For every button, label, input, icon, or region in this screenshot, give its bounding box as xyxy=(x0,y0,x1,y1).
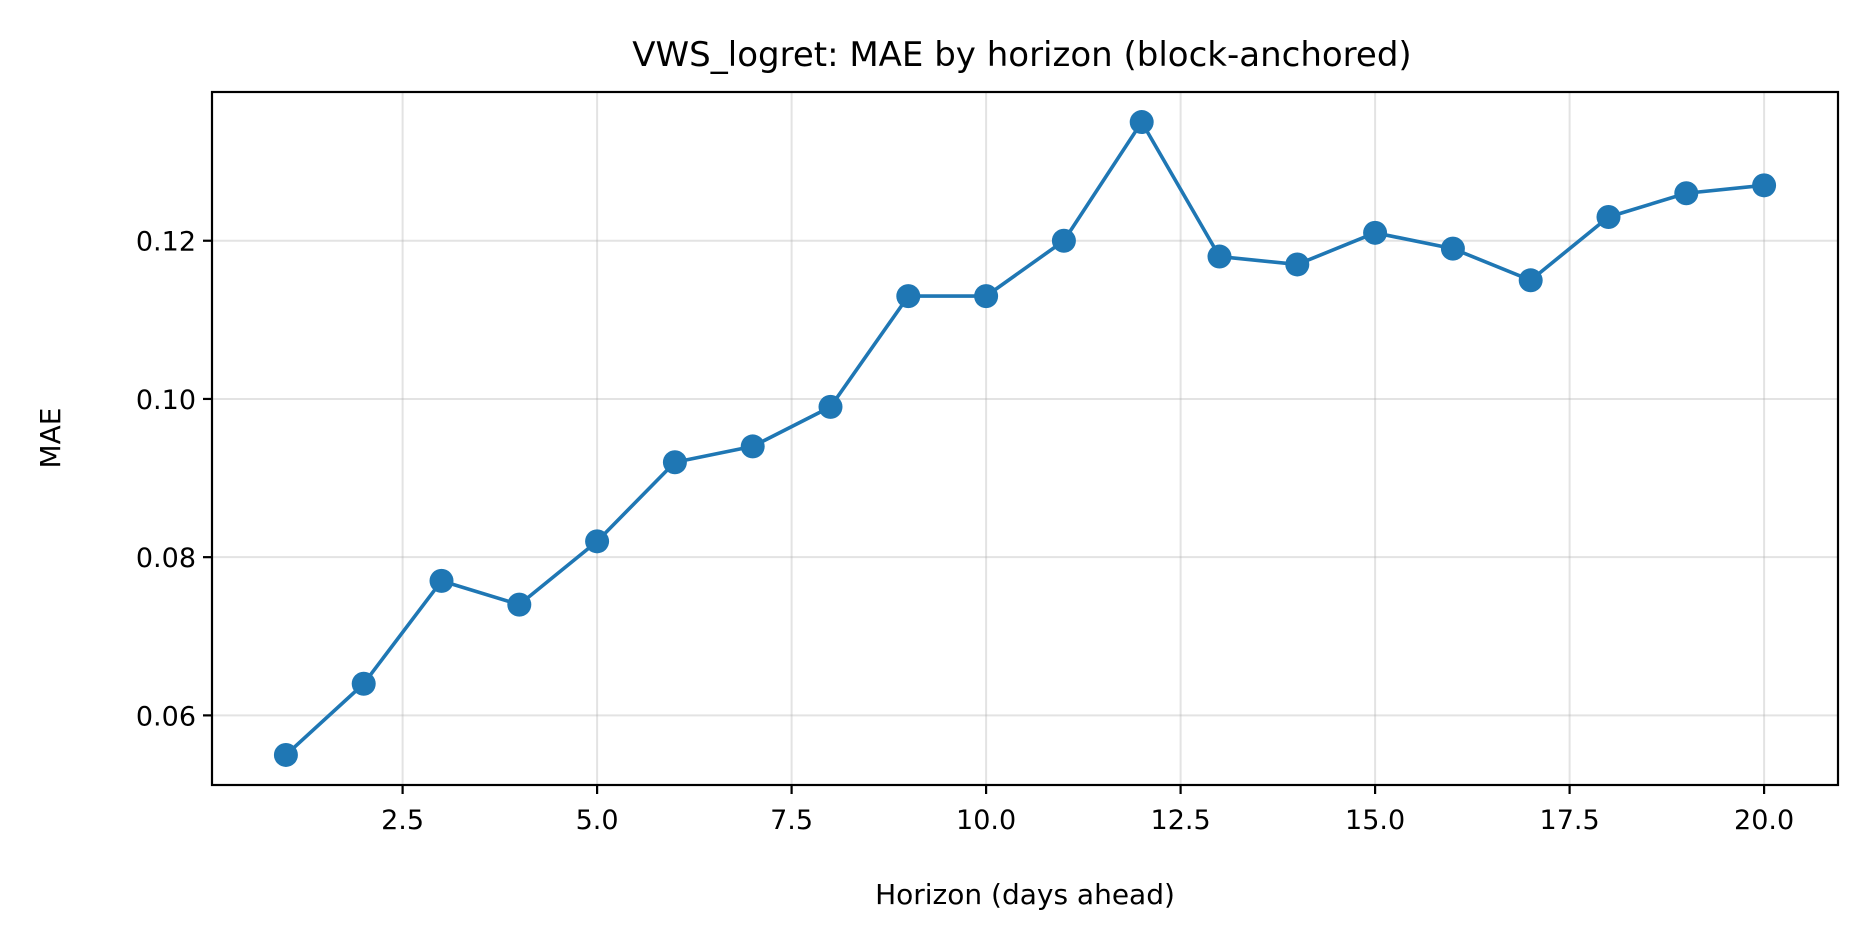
plot-frame xyxy=(210,90,1840,787)
data-point xyxy=(1596,204,1621,229)
x-tick-label: 5.0 xyxy=(576,805,619,836)
series-layer xyxy=(273,110,1777,767)
data-point xyxy=(507,592,532,617)
data-point xyxy=(1752,173,1777,198)
y-tick-label: 0.12 xyxy=(136,227,196,258)
x-tick-label: 2.5 xyxy=(381,805,424,836)
data-point xyxy=(429,568,454,593)
x-tick-label: 17.5 xyxy=(1540,805,1600,836)
x-tick-label: 10.0 xyxy=(956,805,1016,836)
x-tick-label: 7.5 xyxy=(770,805,813,836)
data-point xyxy=(1674,181,1699,206)
data-point xyxy=(1518,268,1543,293)
data-point xyxy=(1207,244,1232,269)
y-tick-label: 0.06 xyxy=(136,701,196,732)
data-point xyxy=(740,434,765,459)
y-tick-label: 0.08 xyxy=(136,543,196,574)
data-point xyxy=(974,284,999,309)
y-tick-label: 0.10 xyxy=(136,385,196,416)
grid-layer xyxy=(212,92,1838,785)
x-tick-label: 20.0 xyxy=(1734,805,1794,836)
chart-title: VWS_logret: MAE by horizon (block-anchor… xyxy=(632,35,1411,75)
x-tick-label: 12.5 xyxy=(1151,805,1211,836)
x-axis-label: Horizon (days ahead) xyxy=(875,878,1175,911)
data-point xyxy=(273,742,298,767)
y-axis: 0.06 0.08 0.10 0.12 xyxy=(136,227,212,732)
series-line xyxy=(284,120,1765,757)
data-point xyxy=(1363,220,1388,245)
data-point xyxy=(818,394,843,419)
data-point xyxy=(896,284,921,309)
data-point xyxy=(585,529,610,554)
y-axis-label: MAE xyxy=(34,407,67,468)
x-axis: 2.5 5.0 7.5 10.0 12.5 15.0 17.5 20.0 xyxy=(381,785,1794,836)
data-point xyxy=(1440,236,1465,261)
data-point xyxy=(351,671,376,696)
data-point xyxy=(1129,110,1154,135)
x-tick-label: 15.0 xyxy=(1345,805,1405,836)
data-point xyxy=(662,450,687,475)
data-point xyxy=(1051,228,1076,253)
data-point xyxy=(1285,252,1310,277)
